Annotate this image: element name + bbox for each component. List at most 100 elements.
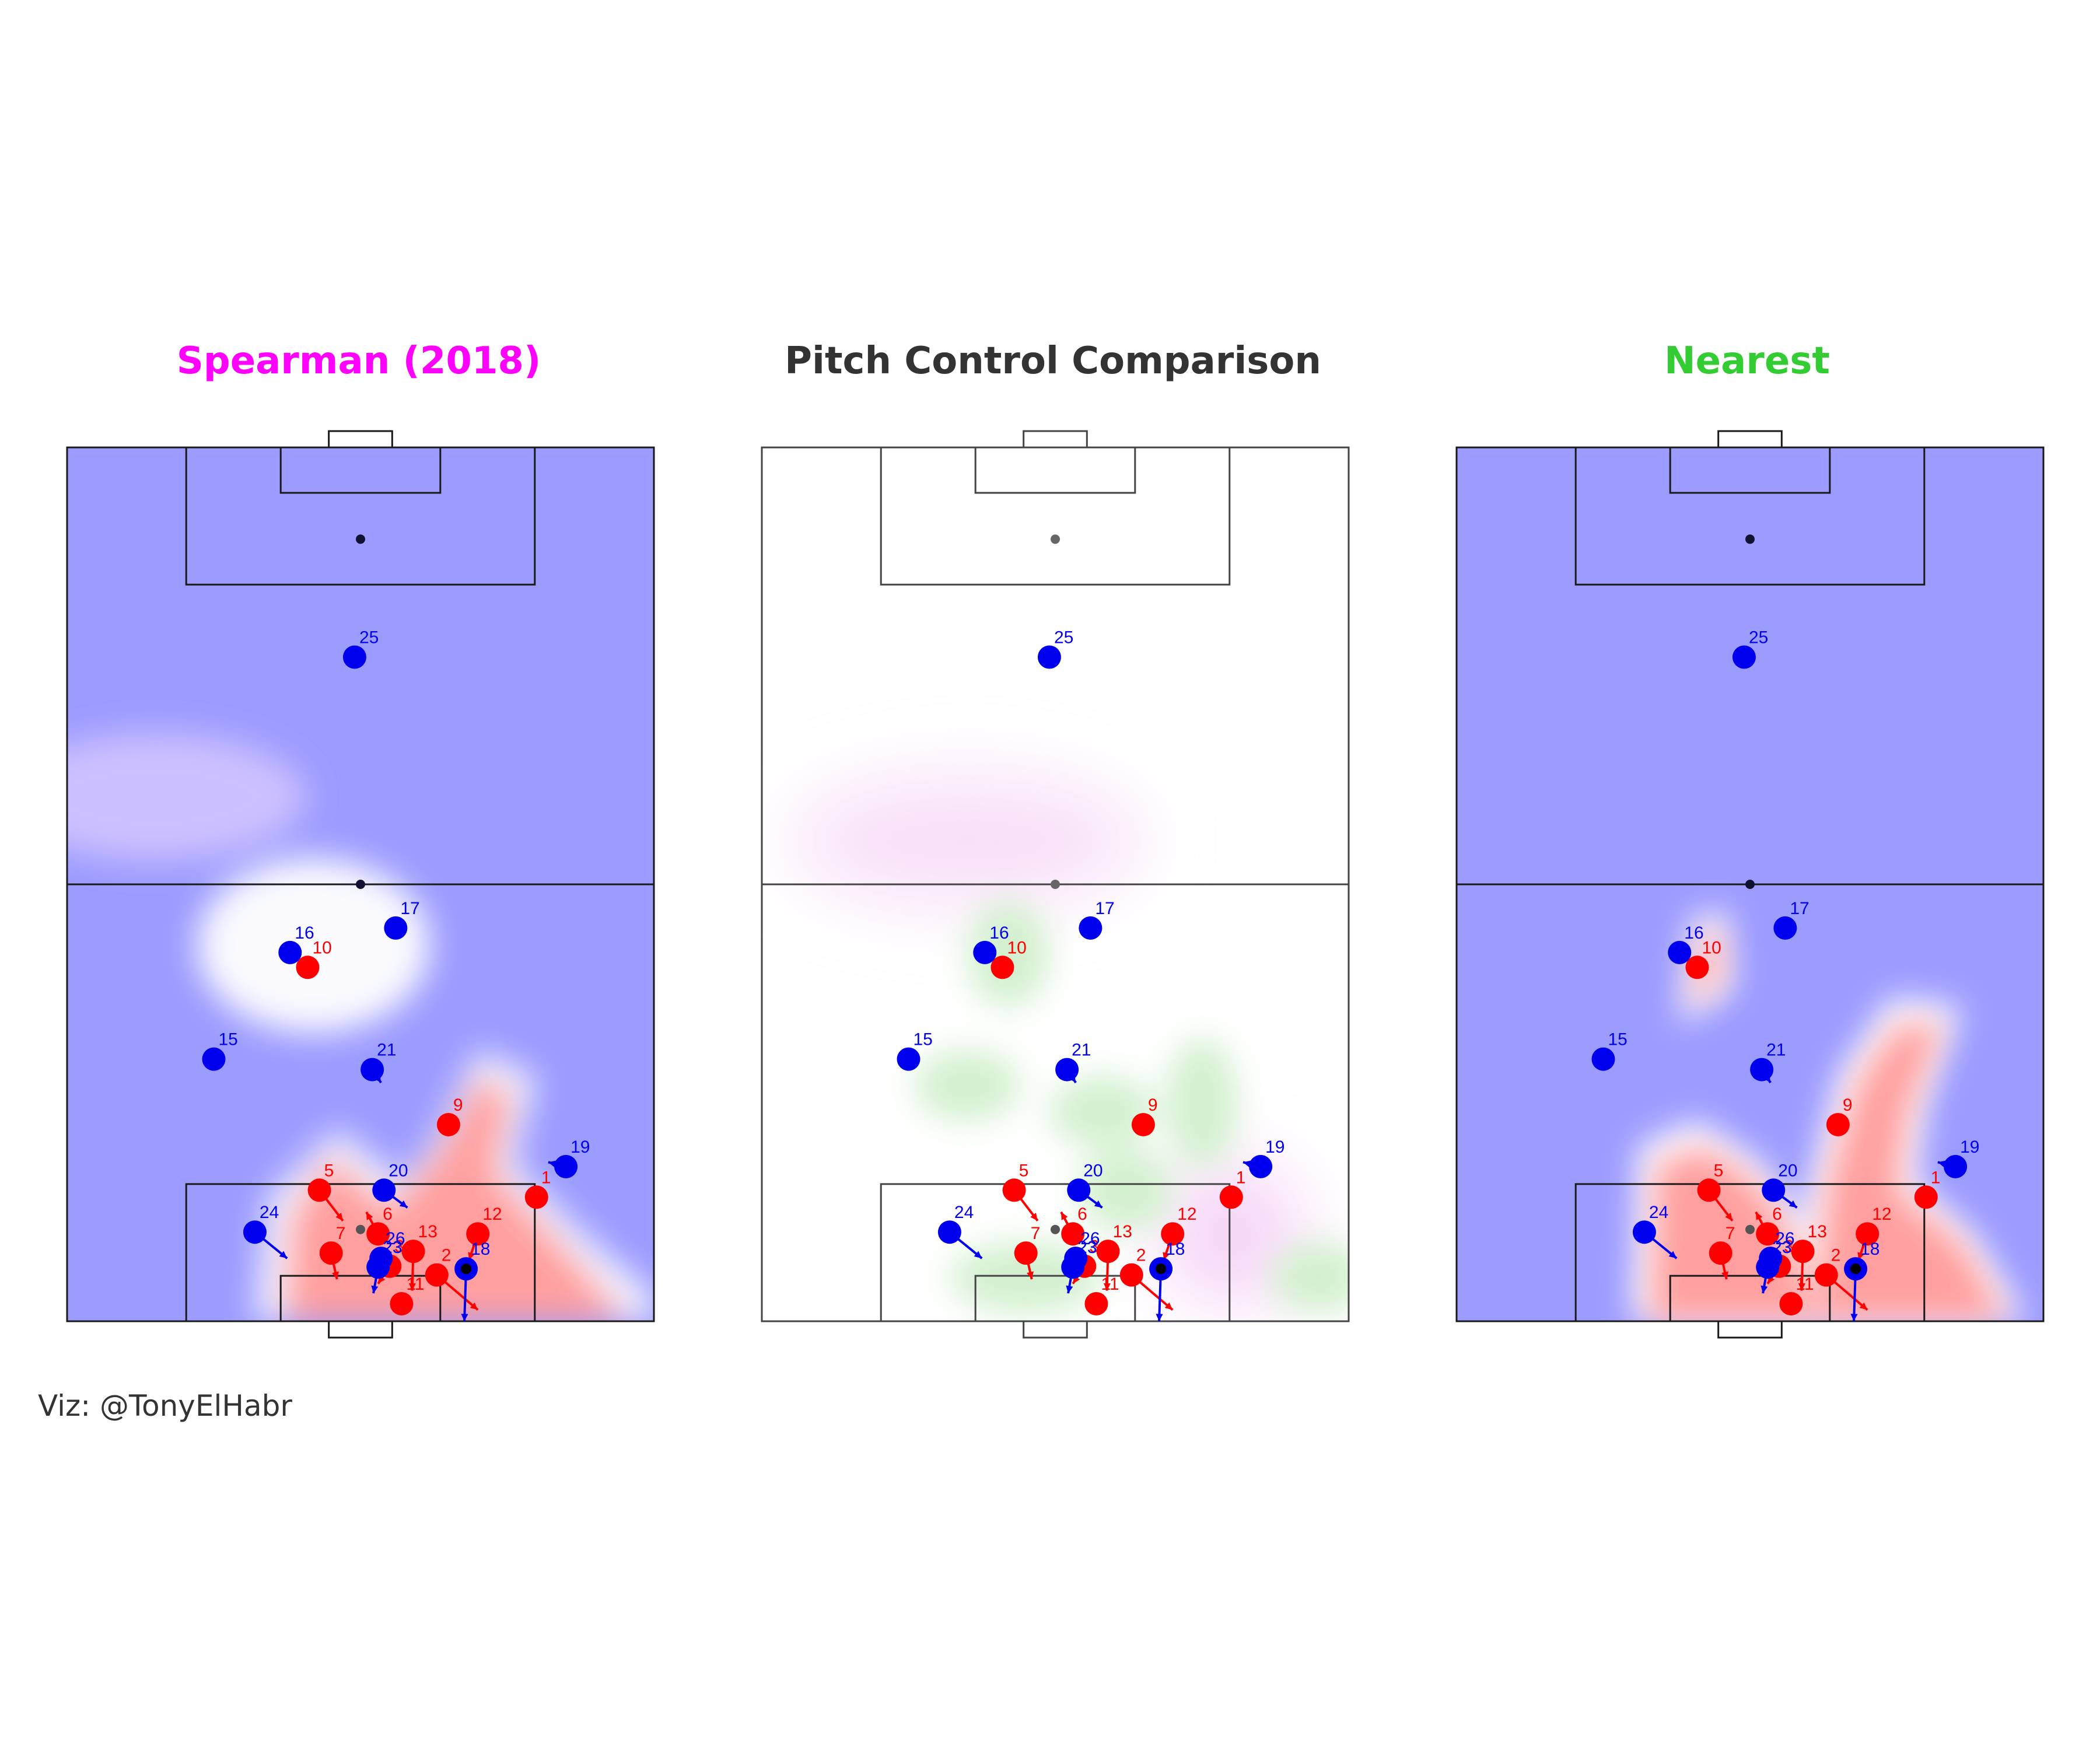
player-label-home-6: 6 — [1772, 1205, 1782, 1224]
velocity-arrowhead-away-20 — [399, 1200, 408, 1208]
ball — [461, 1264, 472, 1275]
nearest-advantage-area — [1272, 1242, 1349, 1313]
velocity-arrowhead-away-23 — [1760, 1285, 1768, 1294]
player-away-26 — [369, 1247, 393, 1270]
panel-title-spearman: Spearman (2018) — [177, 340, 541, 383]
player-label-away-25: 25 — [1749, 628, 1768, 648]
player-away-20 — [1067, 1178, 1091, 1202]
player-away-19 — [1249, 1154, 1273, 1178]
player-home-1 — [524, 1185, 548, 1209]
player-label-away-25: 25 — [1054, 628, 1073, 648]
player-label-home-13: 13 — [1808, 1222, 1827, 1241]
goal-top — [328, 430, 393, 449]
velocity-arrowhead-home-6 — [1756, 1212, 1763, 1220]
player-label-away-15: 15 — [914, 1030, 933, 1049]
player-label-home-5: 5 — [1714, 1161, 1724, 1180]
velocity-arrowhead-away-20 — [1788, 1200, 1797, 1208]
player-label-away-26: 26 — [1775, 1229, 1794, 1248]
velocity-arrowhead-away-23 — [371, 1285, 379, 1294]
player-home-9 — [1826, 1112, 1850, 1136]
goal-top — [1023, 430, 1088, 449]
player-away-24 — [1632, 1220, 1656, 1244]
player-away-24 — [937, 1220, 961, 1244]
player-label-away-26: 26 — [386, 1229, 405, 1248]
centre-spot — [1745, 880, 1755, 889]
player-away-21 — [1055, 1058, 1079, 1082]
player-label-away-16: 16 — [989, 923, 1009, 943]
home-control-area — [1650, 1146, 1815, 1321]
nearest-advantage-area — [1079, 1149, 1172, 1231]
velocity-arrowhead-home-13 — [1103, 1283, 1111, 1291]
velocity-arrowhead-away-24 — [974, 1251, 982, 1259]
player-label-home-10: 10 — [312, 938, 331, 957]
player-home-7 — [319, 1241, 343, 1265]
player-away-16 — [1668, 940, 1692, 964]
player-label-home-9: 9 — [1843, 1096, 1853, 1115]
velocity-arrowhead-away-23 — [1066, 1285, 1073, 1294]
player-label-home-10: 10 — [1007, 938, 1026, 957]
velocity-arrowhead-away-18 — [461, 1314, 468, 1321]
player-home-9 — [436, 1112, 460, 1136]
panel-title-nearest: Nearest — [1664, 340, 1830, 383]
player-home-7 — [1709, 1241, 1732, 1265]
velocity-arrowhead-home-6 — [366, 1212, 373, 1220]
player-label-home-9: 9 — [453, 1096, 463, 1115]
velocity-arrowhead-home-2 — [470, 1302, 478, 1310]
player-label-home-5: 5 — [1019, 1161, 1029, 1180]
player-away-21 — [360, 1058, 384, 1082]
velocity-arrowhead-away-24 — [1668, 1251, 1677, 1259]
player-home-11 — [390, 1292, 414, 1316]
player-home-12 — [466, 1222, 490, 1246]
velocity-arrowhead-away-20 — [1094, 1200, 1102, 1208]
player-label-away-18: 18 — [1860, 1240, 1880, 1259]
goal-bottom — [1023, 1320, 1088, 1339]
ball — [1850, 1264, 1861, 1275]
player-away-16 — [278, 940, 302, 964]
player-away-16 — [973, 940, 997, 964]
player-label-away-16: 16 — [1684, 923, 1703, 943]
player-label-away-19: 19 — [1265, 1138, 1284, 1157]
player-away-15 — [897, 1047, 921, 1071]
player-home-10 — [1685, 956, 1709, 979]
player-away-25 — [1732, 645, 1756, 669]
player-away-21 — [1750, 1058, 1774, 1082]
player-home-6 — [1061, 1222, 1085, 1246]
player-label-home-2: 2 — [1136, 1246, 1146, 1265]
player-home-1 — [1914, 1185, 1938, 1209]
player-home-13 — [1096, 1240, 1120, 1264]
nearest-advantage-area — [1049, 1076, 1155, 1147]
player-home-5 — [307, 1178, 331, 1202]
goal-bottom — [328, 1320, 393, 1339]
player-label-away-24: 24 — [1649, 1203, 1668, 1222]
player-away-20 — [1762, 1178, 1786, 1202]
player-label-away-20: 20 — [388, 1161, 408, 1180]
velocity-arrowhead-home-2 — [1164, 1302, 1173, 1310]
player-home-10 — [296, 956, 320, 979]
player-label-away-19: 19 — [570, 1138, 590, 1157]
player-home-13 — [401, 1240, 425, 1264]
player-label-away-21: 21 — [1766, 1041, 1786, 1060]
centre-spot — [1051, 880, 1060, 889]
player-away-20 — [372, 1178, 396, 1202]
player-label-home-2: 2 — [442, 1246, 452, 1265]
player-away-19 — [554, 1154, 578, 1178]
velocity-arrowhead-home-6 — [1061, 1212, 1068, 1220]
player-away-15 — [202, 1047, 226, 1071]
player-home-10 — [991, 956, 1014, 979]
player-label-away-18: 18 — [471, 1240, 490, 1259]
player-away-17 — [384, 916, 408, 940]
player-label-home-5: 5 — [324, 1161, 334, 1180]
player-label-home-9: 9 — [1148, 1096, 1158, 1115]
player-home-12 — [1856, 1222, 1880, 1246]
player-label-home-12: 12 — [1872, 1205, 1891, 1224]
player-label-away-26: 26 — [1080, 1229, 1100, 1248]
player-label-home-1: 1 — [1236, 1168, 1246, 1187]
penalty-spot-bottom — [1745, 1224, 1755, 1234]
player-label-away-20: 20 — [1083, 1161, 1102, 1180]
player-away-17 — [1773, 916, 1797, 940]
player-label-away-24: 24 — [260, 1203, 279, 1222]
